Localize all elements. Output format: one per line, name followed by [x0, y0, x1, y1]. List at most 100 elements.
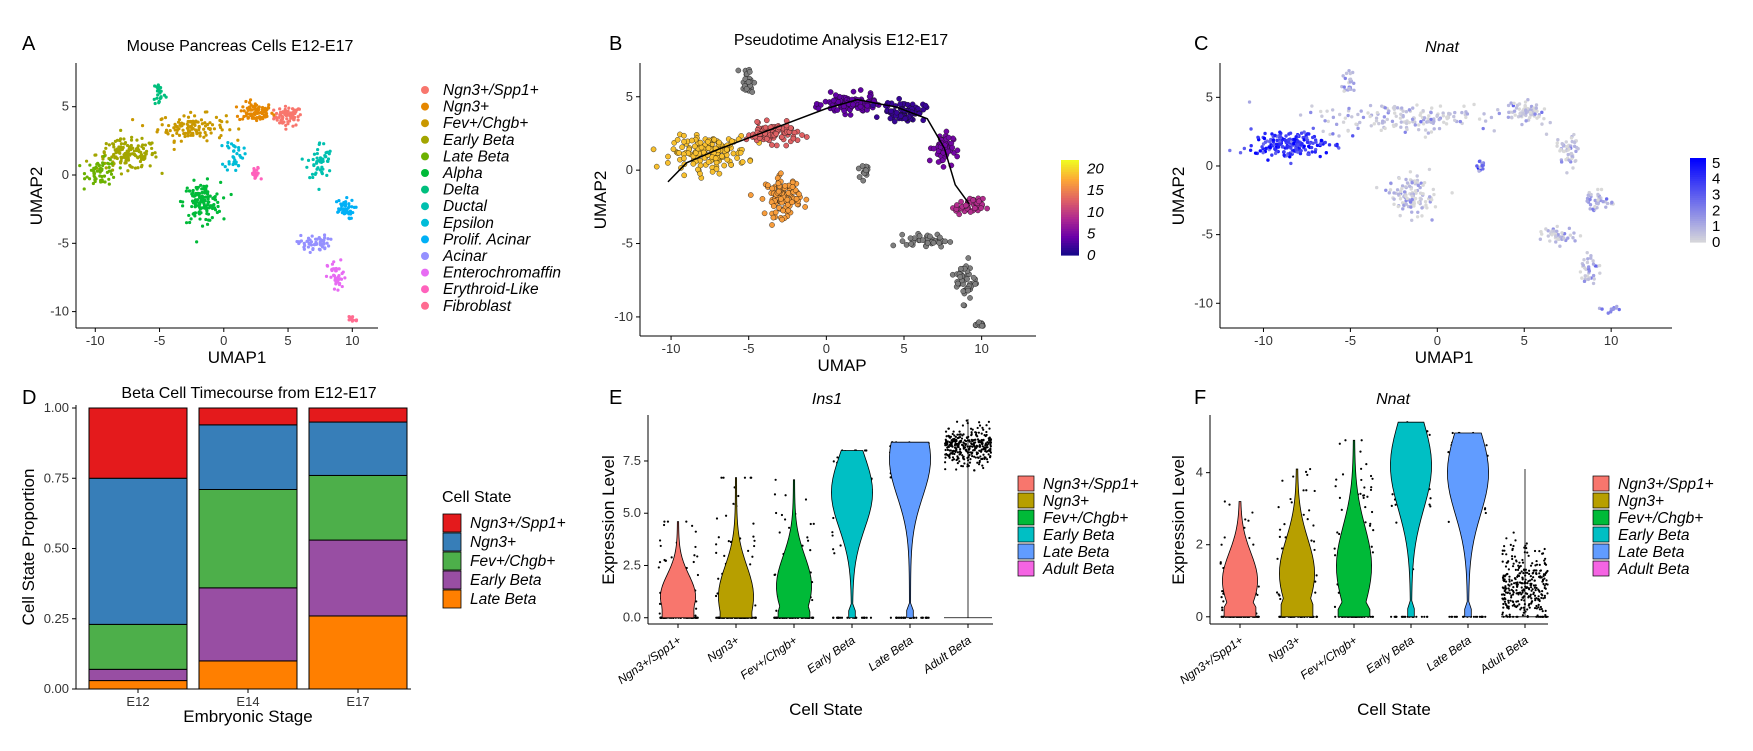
nnat-point-3	[1565, 145, 1569, 149]
pseudotime-point-1	[769, 185, 776, 192]
x-tick-label: Ngn3+/Spp1+	[615, 633, 684, 687]
violin-point	[959, 439, 963, 442]
violin-point	[1537, 589, 1541, 592]
umap-point-3	[130, 135, 134, 139]
umap-point-5	[184, 221, 189, 225]
violin-point	[1292, 475, 1295, 478]
umap-point-2	[160, 123, 164, 127]
nnat-point-6	[1585, 260, 1590, 265]
violin-point	[1525, 546, 1528, 550]
nnat-point-2	[1517, 102, 1522, 106]
violin-point	[1481, 615, 1484, 618]
nnat-point-10	[1311, 141, 1315, 145]
nnat-point-0	[1419, 120, 1423, 124]
umap-point-5	[215, 192, 219, 196]
violin-point	[1508, 575, 1511, 578]
colorbar-step	[1061, 186, 1079, 190]
nnat-point-10	[1278, 142, 1282, 146]
violin-point	[863, 616, 866, 619]
umap-point-7	[310, 172, 315, 176]
y-tick-label: 5	[626, 89, 633, 104]
violin-point	[1514, 568, 1517, 571]
nnat-point-10	[1299, 149, 1303, 153]
umap-point-1	[267, 103, 271, 107]
umap-point-5	[190, 199, 195, 203]
nnat-point-3	[1573, 159, 1577, 163]
pseudotime-na-point	[937, 234, 943, 241]
violin-point	[751, 555, 754, 558]
nnat-point-5	[1562, 231, 1567, 236]
violin-point	[965, 419, 968, 422]
nnat-point-9	[1480, 164, 1484, 168]
legend-label: Adult Beta	[1042, 561, 1115, 578]
pseudotime-point-0	[711, 136, 718, 143]
nnat-point-1	[1404, 194, 1408, 199]
pseudotime-point-5	[926, 157, 933, 164]
violin-point	[1360, 478, 1363, 482]
nnat-point-5	[1558, 244, 1562, 248]
violin-point	[1509, 543, 1512, 546]
y-tick-label: -5	[1201, 227, 1213, 242]
violin-point	[948, 443, 952, 446]
colorbar-step	[1061, 198, 1079, 201]
panel-a-legend: Ngn3+/Spp1+Ngn3+Fev+/Chgb+Early BetaLate…	[421, 82, 561, 315]
pseudotime-na-point	[964, 276, 970, 282]
umap-point-2	[189, 125, 194, 129]
violin-point	[1527, 595, 1530, 598]
umap-point-2	[205, 110, 209, 114]
violin-point	[1278, 615, 1281, 618]
umap-point-9	[339, 202, 343, 206]
violin-point	[948, 436, 952, 439]
nnat-point-0	[1472, 102, 1476, 107]
colorbar-step	[1690, 158, 1706, 161]
violin-point	[1304, 470, 1308, 473]
nnat-point-1	[1422, 180, 1427, 185]
umap-point-2	[209, 131, 213, 135]
umap-point-2	[214, 115, 219, 120]
violin-point	[925, 616, 929, 619]
nnat-point-0	[1321, 129, 1325, 134]
nnat-point-10	[1260, 145, 1264, 149]
nnat-point-1	[1404, 177, 1408, 182]
violin-point	[1338, 532, 1341, 536]
umap-point-4	[93, 178, 97, 182]
colorbar-step	[1690, 210, 1706, 214]
nnat-point-9	[1477, 159, 1482, 164]
nnat-point-10	[1281, 150, 1286, 154]
nnat-point-3	[1567, 147, 1571, 151]
umap-point-10	[306, 236, 311, 240]
panel-b-xlabel: UMAP	[817, 356, 866, 375]
colorbar-step	[1061, 190, 1079, 194]
nnat-point-6	[1586, 257, 1590, 261]
nnat-point-4	[1605, 201, 1610, 206]
pseudotime-point-4	[896, 95, 902, 102]
violin-point	[920, 616, 923, 619]
violin-point	[1543, 559, 1546, 562]
umap-point-4	[118, 166, 122, 170]
umap-point-1	[235, 114, 240, 118]
violin-point	[1521, 561, 1525, 564]
violin-point	[971, 445, 974, 448]
violin-point	[946, 446, 949, 449]
nnat-point-1	[1430, 198, 1434, 202]
nnat-point-2	[1542, 116, 1546, 121]
violin-point	[902, 616, 905, 619]
nnat-point-0	[1452, 114, 1456, 119]
umap-point-3	[150, 151, 155, 156]
nnat-point-0	[1379, 128, 1383, 133]
violin-point	[968, 453, 971, 457]
umap-point-2	[195, 132, 199, 136]
umap-point-4	[107, 177, 111, 181]
colorbar-step	[1061, 167, 1079, 171]
umap-point-5	[219, 180, 223, 184]
nnat-point-1	[1409, 187, 1413, 191]
x-tick-label: E14	[236, 694, 259, 709]
colorbar-step	[1061, 195, 1079, 199]
violin-point	[978, 424, 982, 427]
violin-point	[1538, 550, 1541, 553]
umap-point-5	[216, 204, 220, 209]
legend-key	[421, 102, 429, 111]
x-tick-label: -5	[1345, 333, 1357, 348]
umap-point-2	[194, 128, 198, 132]
